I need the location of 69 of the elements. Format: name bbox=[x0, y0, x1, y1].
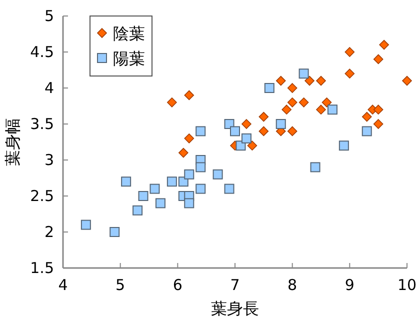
x-tick-label: 6 bbox=[172, 276, 182, 294]
point bbox=[230, 126, 240, 136]
point bbox=[287, 126, 298, 136]
x-tick-label: 7 bbox=[230, 276, 240, 294]
point bbox=[184, 90, 194, 100]
point bbox=[327, 104, 338, 115]
point bbox=[276, 119, 286, 129]
point bbox=[310, 162, 320, 172]
x-tick-label: 10 bbox=[397, 276, 417, 294]
y-tick-label: 1.5 bbox=[30, 259, 54, 277]
point bbox=[121, 176, 132, 187]
point bbox=[212, 169, 223, 180]
point bbox=[373, 119, 384, 129]
point bbox=[242, 119, 252, 129]
point bbox=[276, 76, 286, 86]
point bbox=[362, 126, 372, 136]
point bbox=[184, 198, 194, 208]
point bbox=[178, 148, 188, 158]
point bbox=[298, 68, 309, 79]
point bbox=[316, 104, 326, 114]
point bbox=[373, 54, 384, 64]
y-axis-title: 葉身幅 bbox=[3, 118, 22, 166]
point bbox=[402, 76, 412, 86]
point bbox=[258, 126, 269, 136]
y-tick-label: 2.5 bbox=[30, 187, 54, 205]
point bbox=[362, 112, 372, 122]
y-tick-label: 5 bbox=[44, 7, 54, 25]
point bbox=[247, 140, 258, 150]
point bbox=[110, 227, 120, 237]
point bbox=[166, 176, 177, 187]
point bbox=[264, 83, 274, 93]
point bbox=[282, 104, 292, 114]
point bbox=[167, 98, 177, 108]
point bbox=[298, 98, 309, 108]
point bbox=[241, 133, 252, 144]
point bbox=[150, 184, 160, 194]
y-tick-label: 4.5 bbox=[30, 43, 54, 61]
x-tick-label: 4 bbox=[58, 276, 68, 294]
point bbox=[184, 169, 194, 180]
point bbox=[132, 205, 143, 216]
point bbox=[184, 134, 194, 144]
point bbox=[196, 162, 206, 172]
x-axis-title: 葉身長 bbox=[211, 299, 259, 318]
point bbox=[287, 98, 298, 108]
x-tick-label: 5 bbox=[116, 276, 126, 294]
y-tick-label: 4 bbox=[44, 79, 54, 97]
y-tick-label: 3.5 bbox=[30, 115, 54, 133]
point bbox=[373, 104, 384, 114]
point bbox=[379, 40, 389, 50]
y-tick-label: 2 bbox=[44, 223, 54, 241]
point bbox=[344, 68, 355, 78]
legend-label: 陰葉 bbox=[113, 24, 145, 43]
point bbox=[196, 184, 206, 194]
x-tick-label: 9 bbox=[344, 276, 354, 294]
y-tick-label: 3 bbox=[44, 151, 54, 169]
x-tick-label: 8 bbox=[288, 276, 298, 294]
point bbox=[138, 191, 148, 201]
point bbox=[316, 76, 326, 86]
legend-label: 陽葉 bbox=[113, 49, 145, 68]
point bbox=[287, 83, 298, 93]
point bbox=[344, 47, 355, 57]
point bbox=[224, 184, 234, 194]
point bbox=[258, 112, 269, 122]
point bbox=[338, 140, 349, 151]
point bbox=[155, 198, 166, 208]
point bbox=[322, 98, 332, 108]
point bbox=[304, 76, 314, 86]
point bbox=[80, 220, 91, 230]
point bbox=[196, 126, 206, 136]
